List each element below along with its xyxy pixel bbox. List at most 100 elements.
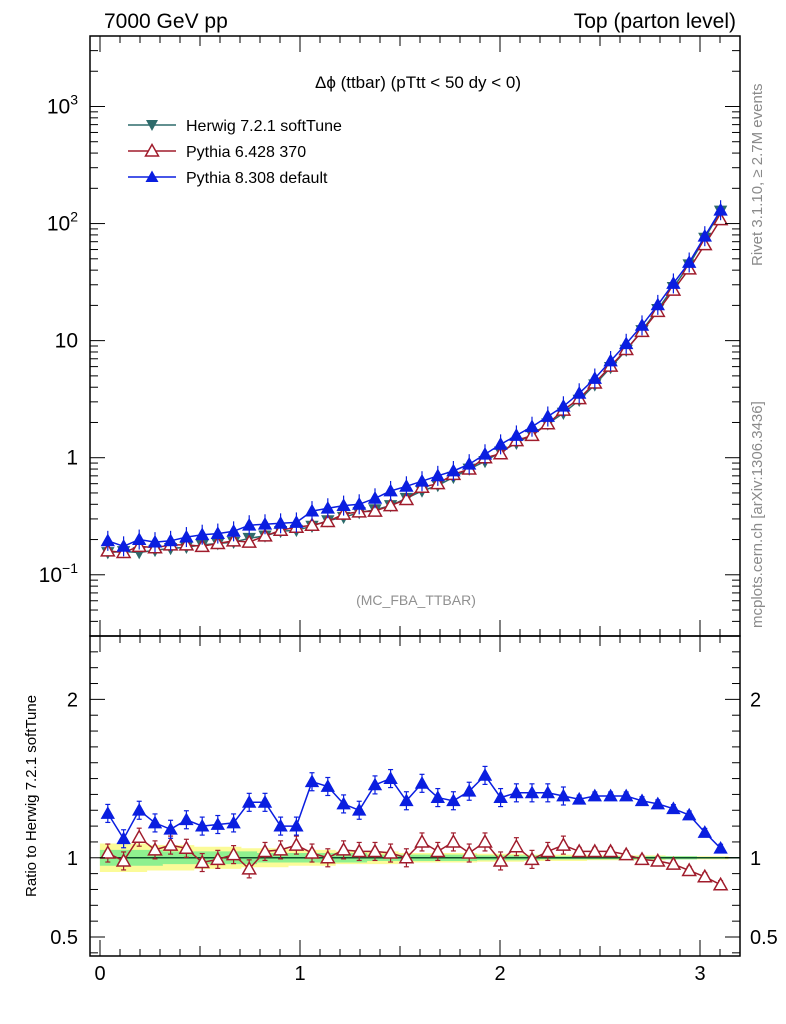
- ratio-point: [697, 868, 713, 883]
- ratio-point: [634, 793, 650, 807]
- data-point: [430, 468, 445, 482]
- data-point: [666, 276, 681, 289]
- ratio-line-pythia-6-428-370: [107, 836, 721, 886]
- ratio-point: [289, 818, 304, 832]
- ratio-point: [697, 825, 712, 838]
- y-tick-label: 102: [47, 209, 78, 236]
- ratio-point: [414, 776, 430, 789]
- ratio-point: [540, 843, 556, 858]
- ratio-point: [509, 785, 524, 799]
- rivet-label: Rivet 3.1.10, ≥ 2.7M events: [749, 84, 766, 267]
- data-point: [398, 491, 415, 506]
- ratio-point: [351, 843, 367, 858]
- ratio-point: [241, 860, 257, 875]
- ratio-point: [587, 788, 602, 802]
- data-point: [257, 516, 273, 530]
- ratio-y-label: Ratio to Herwig 7.2.1 softTune: [23, 695, 40, 897]
- x-tick-label: 1: [294, 963, 305, 985]
- ratio-frame: [89, 635, 741, 957]
- data-point: [682, 255, 697, 268]
- legend-pythia8-label: Pythia 8.308 default: [186, 170, 328, 187]
- data-point: [587, 371, 602, 384]
- ratio-point: [712, 876, 729, 891]
- ratio-point: [367, 843, 383, 858]
- ratio-series-pythia-8-308-default: [100, 765, 728, 854]
- data-point: [603, 353, 618, 367]
- y-tick-label: 10: [55, 330, 78, 353]
- data-point: [226, 524, 241, 537]
- data-point: [399, 478, 414, 492]
- ratio-point: [320, 849, 336, 864]
- ratio-point: [195, 818, 210, 832]
- series-line-pythia-6-428-370: [107, 219, 722, 554]
- ratio-point: [414, 833, 430, 848]
- ratio-point: [288, 837, 305, 851]
- ratio-point: [352, 802, 367, 816]
- ratio-point: [572, 791, 587, 805]
- ratio-point: [226, 815, 241, 829]
- ratio-point: [147, 841, 163, 856]
- ratio-point: [399, 793, 414, 807]
- data-point: [304, 503, 320, 517]
- data-point: [242, 517, 257, 531]
- ratio-point: [131, 829, 147, 843]
- data-point: [320, 500, 335, 514]
- series-pythia-6-428-370: [100, 211, 729, 559]
- data-point: [477, 446, 493, 460]
- ratio-y-tick-label-left: 2: [67, 689, 78, 711]
- series-pythia-8-308-default: [100, 200, 728, 557]
- header-left: 7000 GeV pp: [104, 10, 228, 33]
- legend-herwig-marker: [146, 120, 158, 131]
- data-point: [210, 526, 225, 539]
- ratio-y-tick-label-right: 0.5: [750, 927, 778, 949]
- ratio-point: [571, 843, 587, 858]
- ratio-point: [304, 845, 320, 859]
- series-line-herwig-7-2-1-softtune: [107, 210, 722, 554]
- ratio-point: [162, 837, 179, 851]
- ratio-point: [225, 846, 242, 861]
- ratio-point: [556, 788, 571, 802]
- ratio-point: [650, 796, 665, 810]
- ratio-point: [242, 795, 257, 808]
- data-point: [320, 513, 336, 528]
- ratio-point: [508, 838, 525, 853]
- ratio-point: [603, 788, 618, 802]
- ratio-point: [210, 817, 225, 830]
- data-point: [100, 533, 115, 547]
- ratio-point: [132, 802, 147, 816]
- ratio-point: [163, 821, 178, 835]
- x-tick-label: 3: [694, 963, 705, 985]
- data-point: [556, 398, 571, 412]
- header-right: Top (parton level): [574, 10, 736, 33]
- ratio-point: [100, 845, 116, 859]
- ratio-point: [555, 837, 572, 851]
- ratio-plot: 0.5 0.5 1 1 2 2 0 1 2 3 Ratio to Herwig 7.2.1 sof…: [23, 635, 778, 985]
- legend-pythia6: Pythia 6.428 370: [128, 142, 306, 161]
- ratio-point: [272, 841, 289, 856]
- ratio-point: [320, 779, 335, 792]
- ratio-point: [147, 815, 163, 829]
- data-point: [414, 473, 430, 487]
- legend: Herwig 7.2.1 softTune Pythia 6.428 370 P…: [128, 118, 342, 187]
- ratio-point: [477, 833, 493, 848]
- ratio-point: [367, 777, 383, 791]
- data-point: [336, 498, 351, 511]
- data-point: [163, 533, 178, 547]
- ratio-point: [100, 806, 115, 819]
- data-point: [572, 385, 587, 399]
- data-point: [634, 318, 650, 331]
- ratio-point: [492, 852, 509, 867]
- legend-pythia6-marker: [144, 142, 160, 157]
- data-point: [132, 532, 147, 545]
- data-point: [446, 463, 461, 477]
- ratio-point: [430, 790, 445, 803]
- ratio-point: [650, 852, 666, 867]
- ratio-point: [115, 852, 132, 867]
- ratio-point: [194, 854, 210, 869]
- data-point: [367, 503, 383, 517]
- data-point: [650, 297, 665, 311]
- analysis-watermark: (MC_FBA_TTBAR): [356, 592, 476, 608]
- ratio-point: [602, 843, 619, 858]
- data-point: [509, 428, 524, 441]
- ratio-point: [524, 785, 540, 799]
